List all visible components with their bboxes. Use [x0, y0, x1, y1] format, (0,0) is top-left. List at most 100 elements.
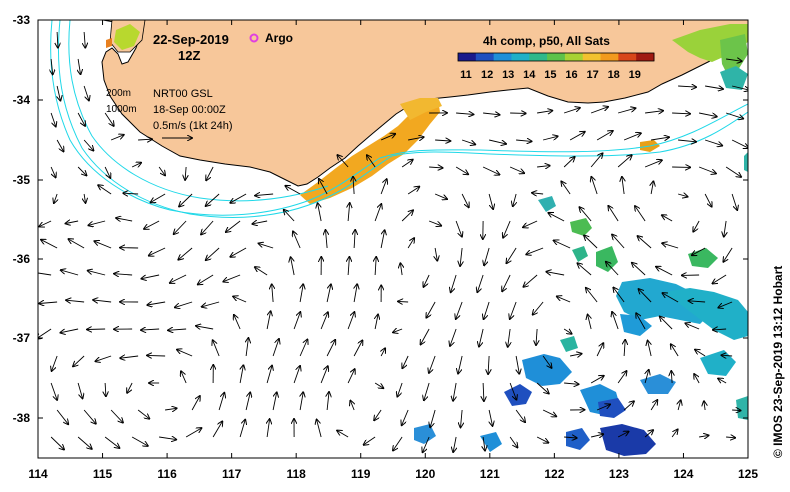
- sst-patch: [700, 350, 736, 376]
- current-arrow: [479, 328, 484, 347]
- colorbar-tick-label: 14: [523, 69, 536, 81]
- current-arrow: [508, 328, 510, 347]
- current-arrow: [354, 284, 357, 303]
- current-arrow: [326, 284, 331, 303]
- current-arrow: [402, 355, 409, 368]
- current-arrow: [453, 436, 456, 452]
- x-tick-label: 119: [351, 467, 371, 481]
- sst-patch: [572, 246, 588, 262]
- current-arrow: [380, 134, 395, 141]
- colorbar-tick-label: 19: [629, 69, 641, 81]
- current-arrow: [726, 59, 742, 61]
- current-arrow: [608, 206, 619, 222]
- current-arrow: [678, 400, 681, 411]
- current-arrow: [105, 382, 106, 396]
- current-arrow: [104, 166, 110, 178]
- colorbar-swatch: [564, 53, 584, 61]
- current-arrow: [532, 193, 544, 194]
- current-arrow: [234, 315, 241, 330]
- colorbar-tick-label: 11: [460, 69, 472, 81]
- current-arrow: [617, 155, 632, 168]
- current-arrow: [104, 436, 119, 448]
- current-arrow: [83, 409, 96, 424]
- sst-patch: [400, 98, 442, 120]
- sst-patch: [620, 314, 652, 336]
- current-arrow: [537, 111, 552, 113]
- current-arrow: [590, 376, 604, 384]
- current-arrow: [638, 236, 652, 249]
- current-arrow: [509, 382, 516, 400]
- current-arrow: [375, 257, 376, 276]
- current-arrow: [580, 207, 592, 222]
- current-arrow: [624, 340, 625, 357]
- colorbar-swatch: [493, 53, 512, 61]
- current-arrow: [644, 160, 662, 168]
- sst-patch: [566, 428, 590, 450]
- current-arrow: [536, 328, 537, 345]
- current-arrow: [694, 374, 700, 384]
- current-arrow: [77, 112, 85, 126]
- current-arrow: [510, 301, 517, 319]
- current-arrow: [212, 422, 222, 438]
- current-arrow: [159, 437, 176, 440]
- sst-patch: [736, 396, 748, 420]
- current-arrow: [178, 247, 193, 260]
- current-arrow: [348, 257, 349, 276]
- current-arrow: [284, 210, 295, 222]
- sst-patch: [688, 248, 718, 268]
- current-arrow: [374, 382, 383, 388]
- current-arrow: [695, 350, 706, 357]
- current-arrow: [131, 436, 148, 446]
- current-arrow: [430, 409, 436, 427]
- current-arrow: [56, 139, 63, 151]
- current-arrow: [78, 58, 80, 74]
- current-arrow: [165, 408, 176, 410]
- current-arrow: [461, 409, 463, 427]
- current-arrow: [429, 167, 442, 168]
- x-tick-label: 125: [738, 467, 758, 481]
- current-arrow: [524, 274, 538, 287]
- current-arrow: [57, 31, 58, 48]
- current-arrow: [327, 392, 329, 411]
- current-arrow: [158, 166, 165, 175]
- current-arrow: [213, 340, 220, 357]
- current-arrow: [536, 436, 548, 443]
- current-arrow: [513, 193, 516, 206]
- current-arrow: [151, 193, 166, 202]
- current-arrow: [56, 409, 68, 424]
- current-arrow: [542, 355, 551, 368]
- current-arrow: [50, 382, 57, 400]
- current-arrow: [230, 247, 247, 257]
- current-arrow: [51, 58, 53, 74]
- sst-patch: [720, 34, 748, 76]
- current-arrow: [177, 350, 193, 357]
- current-arrow: [407, 187, 419, 195]
- current-arrow: [77, 166, 86, 175]
- current-arrow: [375, 315, 378, 330]
- current-arrow: [590, 153, 602, 168]
- sst-patch: [480, 432, 502, 452]
- sst-patch: [596, 246, 618, 272]
- current-arrow: [617, 432, 628, 438]
- current-arrow: [380, 230, 384, 249]
- current-arrow: [451, 274, 457, 292]
- current-arrow: [563, 108, 580, 114]
- current-arrow: [713, 329, 727, 330]
- current-arrow: [317, 420, 322, 438]
- current-arrow: [196, 326, 214, 329]
- current-arrow: [127, 382, 133, 393]
- current-arrow: [259, 243, 274, 249]
- current-arrow: [374, 204, 381, 222]
- current-arrow: [110, 135, 124, 141]
- current-arrow: [588, 315, 592, 330]
- x-tick-label: 121: [480, 467, 500, 481]
- current-arrow: [612, 312, 619, 330]
- current-arrow: [548, 213, 565, 222]
- current-arrow: [613, 288, 625, 303]
- colorbar-tick-label: 13: [502, 69, 514, 81]
- current-arrow: [569, 132, 585, 141]
- current-arrow: [483, 436, 485, 451]
- current-arrow: [69, 239, 85, 249]
- current-arrow: [347, 312, 354, 330]
- current-arrow: [671, 371, 672, 384]
